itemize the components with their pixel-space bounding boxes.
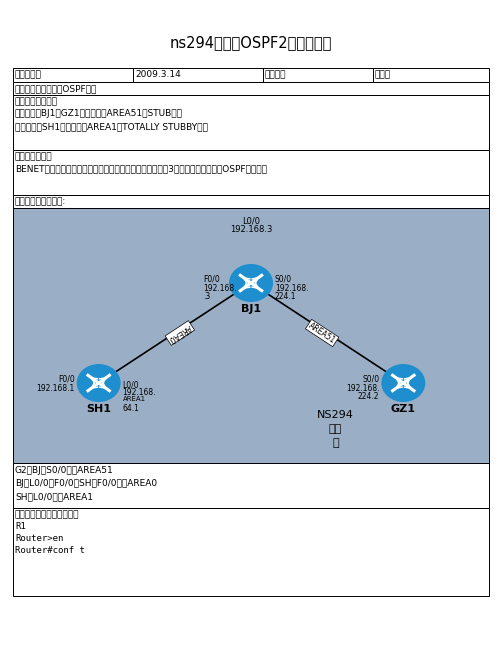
Text: 192.168.: 192.168. xyxy=(345,384,379,393)
Text: 192.168.: 192.168. xyxy=(122,388,156,397)
Bar xyxy=(13,95,488,150)
Text: 64.1: 64.1 xyxy=(122,404,139,413)
Text: Router#conf t: Router#conf t xyxy=(15,546,85,555)
Text: S0/0: S0/0 xyxy=(275,275,292,284)
Bar xyxy=(13,508,488,596)
Bar xyxy=(13,82,488,95)
Bar xyxy=(13,195,488,208)
Text: 配置路由器BJ1和GZ1所属的区域AREA51为STUB区域: 配置路由器BJ1和GZ1所属的区域AREA51为STUB区域 xyxy=(15,109,183,118)
Text: 192.168.1: 192.168.1 xyxy=(37,384,75,393)
Text: 192.168.: 192.168. xyxy=(202,284,236,293)
Bar xyxy=(13,463,488,508)
Bar xyxy=(13,68,488,82)
Ellipse shape xyxy=(228,264,273,302)
Text: R1: R1 xyxy=(15,522,26,531)
Text: AREA1: AREA1 xyxy=(122,396,145,402)
Bar xyxy=(13,208,488,463)
Text: L0/0: L0/0 xyxy=(241,216,260,225)
Text: BENET公司总部位于北京，在上海、广州拥有分公司，现将3个地方的办公网络用OSPF连接起来: BENET公司总部位于北京，在上海、广州拥有分公司，现将3个地方的办公网络用OS… xyxy=(15,164,267,173)
Bar xyxy=(13,150,488,195)
Text: 224.1: 224.1 xyxy=(275,292,296,301)
Text: 实验名称：多区域的OSPF配置: 实验名称：多区域的OSPF配置 xyxy=(15,84,97,93)
Text: L0/0: L0/0 xyxy=(122,380,139,389)
Text: 2009.3.14: 2009.3.14 xyxy=(135,70,180,79)
Text: S0/0: S0/0 xyxy=(362,375,379,384)
Text: 实验时间：: 实验时间： xyxy=(15,70,42,79)
Text: 实验操作过程及配置说明：: 实验操作过程及配置说明： xyxy=(15,510,79,519)
Text: 实验拓扑及网络规划:: 实验拓扑及网络规划: xyxy=(15,197,66,206)
Text: NS294
苏俊
锋: NS294 苏俊 锋 xyxy=(316,410,353,448)
Text: 192.168.: 192.168. xyxy=(275,284,308,293)
Text: 实验任务和目标：: 实验任务和目标： xyxy=(15,97,58,106)
Ellipse shape xyxy=(381,364,424,402)
Text: Router>en: Router>en xyxy=(15,534,63,543)
Text: BJ1: BJ1 xyxy=(240,304,261,314)
Text: AREA51: AREA51 xyxy=(307,321,337,345)
Text: 配置路由器SH1所属的区域AREA1为TOTALLY STUBBY区域: 配置路由器SH1所属的区域AREA1为TOTALLY STUBBY区域 xyxy=(15,122,207,131)
Text: SH1: SH1 xyxy=(86,404,111,414)
Text: SH的L0/0属于AREA1: SH的L0/0属于AREA1 xyxy=(15,492,93,501)
Text: ns294苏俊锋OSPF2的实验报告: ns294苏俊锋OSPF2的实验报告 xyxy=(169,35,332,50)
Text: .3: .3 xyxy=(202,292,210,301)
Text: G2与BJ的S0/0属于AREA51: G2与BJ的S0/0属于AREA51 xyxy=(15,466,114,475)
Text: F0/0: F0/0 xyxy=(202,275,219,284)
Text: 实验环境描述：: 实验环境描述： xyxy=(15,152,53,161)
Text: 224.2: 224.2 xyxy=(357,392,379,401)
Text: 实验人：: 实验人： xyxy=(265,70,286,79)
Ellipse shape xyxy=(77,364,120,402)
Text: BJ的L0/0、F0/0与SH的F0/0属于AREA0: BJ的L0/0、F0/0与SH的F0/0属于AREA0 xyxy=(15,479,157,488)
Text: F0/0: F0/0 xyxy=(58,375,75,384)
Text: 192.168.3: 192.168.3 xyxy=(229,225,272,234)
Text: GZ1: GZ1 xyxy=(390,404,415,414)
Text: 苏俊锋: 苏俊锋 xyxy=(374,70,390,79)
Text: AREA0: AREA0 xyxy=(166,323,192,344)
